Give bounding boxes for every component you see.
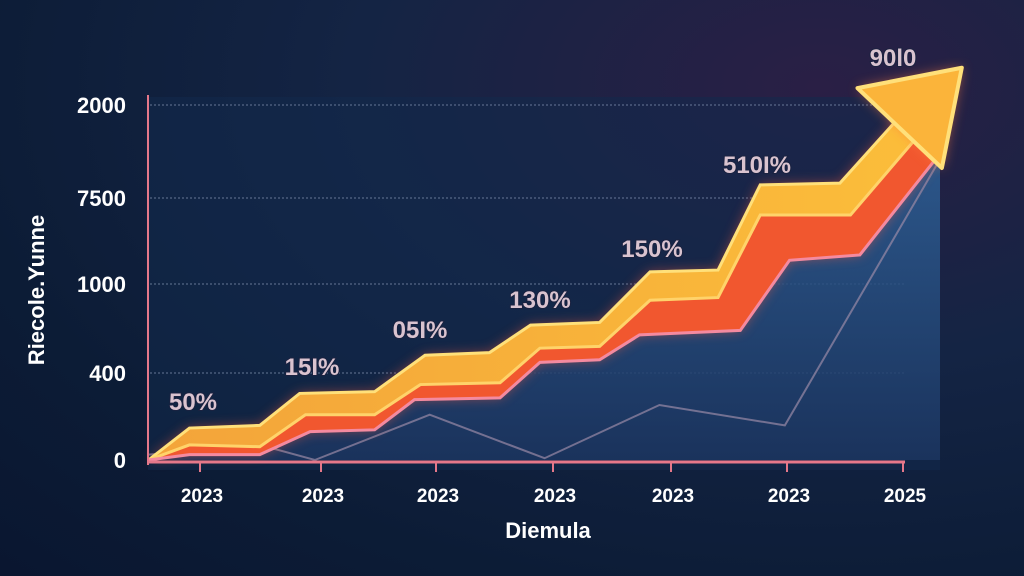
y-tick-label: 1000 xyxy=(77,272,126,297)
data-label: 50% xyxy=(169,389,217,416)
x-tick-label: 2023 xyxy=(302,486,344,507)
red-top-edge xyxy=(147,138,917,462)
data-label: 90l0 xyxy=(870,45,917,72)
y-tick-label: 400 xyxy=(89,361,126,386)
x-tick-label: 2023 xyxy=(181,486,223,507)
orange-top-edge xyxy=(147,109,907,462)
x-tick-label: 2023 xyxy=(652,486,694,507)
data-label: 510I% xyxy=(723,152,791,179)
pink-series-line xyxy=(148,159,937,462)
x-tick-label: 2023 xyxy=(768,486,810,507)
x-tick-label: 2023 xyxy=(417,486,459,507)
y-tick-label: 2000 xyxy=(77,93,126,118)
blue-area xyxy=(148,160,940,460)
data-label: 05I% xyxy=(393,317,448,344)
y-tick-label: 0 xyxy=(114,448,126,473)
x-tick-label: 2023 xyxy=(534,486,576,507)
arrow-head xyxy=(855,65,964,171)
x-tick-label: 2025 xyxy=(884,486,927,507)
y-axis-label: Riecole.Yunne xyxy=(24,215,49,365)
data-label: 150% xyxy=(621,236,682,263)
data-label: 15I% xyxy=(285,354,340,381)
x-axis-label: Diemula xyxy=(505,518,591,543)
y-tick-label: 7500 xyxy=(77,186,126,211)
data-label: 130% xyxy=(509,287,570,314)
